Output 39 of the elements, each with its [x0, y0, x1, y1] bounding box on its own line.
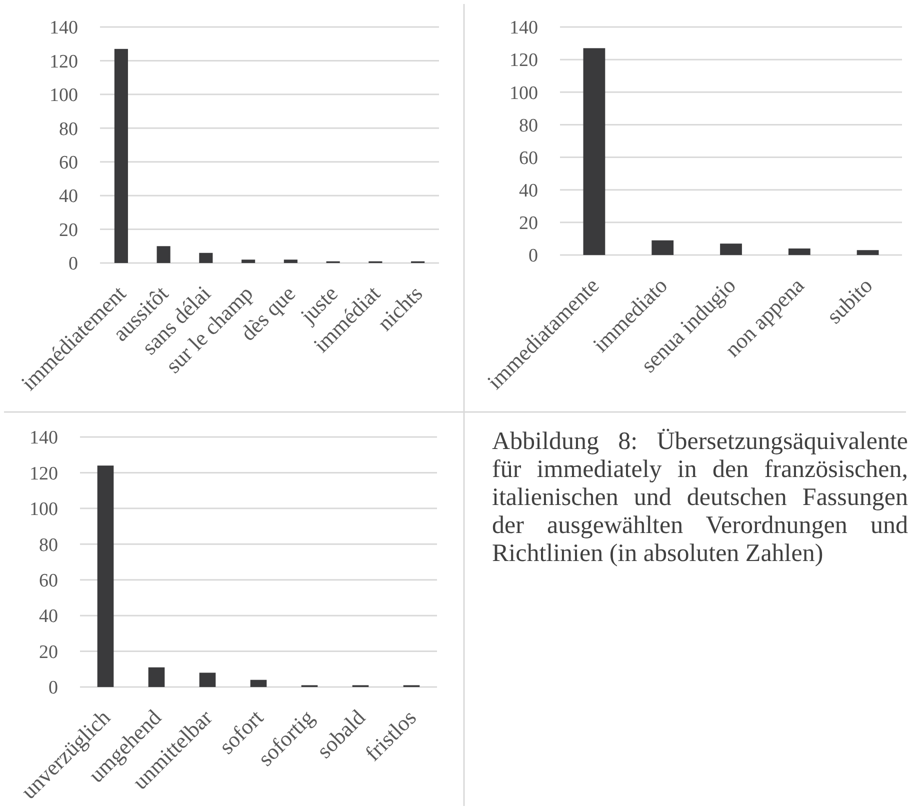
y-tick-label: 0	[528, 246, 538, 267]
y-tick-label: 100	[50, 85, 78, 106]
bar	[156, 246, 170, 263]
bar	[97, 466, 114, 687]
bar	[652, 240, 674, 255]
text: Abbildung 8: Übersetzungsäquivalente für immediately in den französischen, italienischen und deutschen Fassungen der ausgewählten Verordnungen und Richtlinien (in absoluten Zahlen)	[492, 428, 908, 568]
y-tick-label: 80	[519, 115, 538, 136]
bar	[583, 48, 606, 255]
y-tick-label: 0	[48, 678, 58, 699]
y-tick-label: 140	[50, 18, 78, 39]
y-tick-label: 140	[510, 18, 538, 39]
bar	[242, 260, 256, 263]
bar	[788, 248, 810, 255]
bar	[720, 244, 742, 255]
y-tick-label: 120	[50, 51, 78, 72]
y-tick-label: 40	[519, 180, 538, 202]
y-tick-label: 120	[510, 50, 538, 72]
bar	[114, 48, 128, 263]
y-tick-label: 120	[30, 463, 58, 484]
bar	[199, 252, 213, 263]
y-tick-label: 80	[39, 534, 58, 556]
y-tick-label: 60	[59, 152, 78, 174]
y-tick-label: 0	[68, 254, 78, 275]
y-tick-label: 100	[510, 82, 538, 104]
y-tick-label: 60	[519, 148, 538, 169]
bar	[250, 680, 267, 687]
bar	[284, 260, 298, 263]
y-tick-label: 60	[39, 570, 58, 592]
y-tick-label: 140	[30, 428, 58, 449]
bar	[199, 672, 216, 687]
y-tick-label: 80	[59, 118, 78, 140]
y-tick-label: 40	[39, 606, 58, 628]
y-tick-label: 20	[59, 220, 78, 241]
bar	[856, 250, 879, 255]
y-tick-label: 20	[519, 213, 538, 234]
bar	[148, 667, 165, 687]
y-tick-label: 20	[39, 642, 58, 663]
y-tick-label: 100	[30, 499, 58, 520]
y-tick-label: 40	[59, 186, 78, 208]
